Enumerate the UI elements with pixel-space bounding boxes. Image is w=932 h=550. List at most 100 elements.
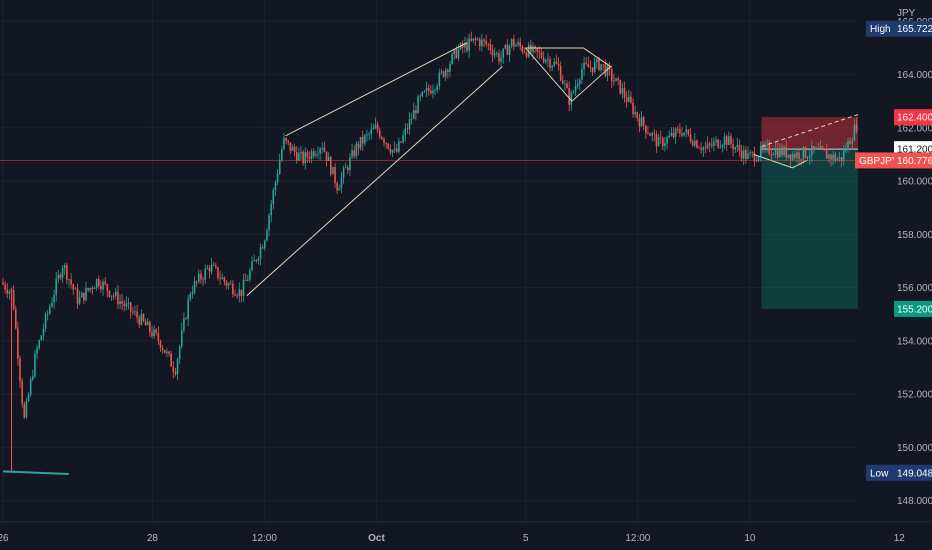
candle[interactable] (698, 147, 700, 149)
candle[interactable] (83, 292, 85, 301)
candle[interactable] (745, 149, 747, 159)
candle[interactable] (27, 394, 30, 402)
candle[interactable] (168, 351, 170, 354)
candle[interactable] (268, 215, 270, 231)
candle[interactable] (753, 152, 756, 162)
candle[interactable] (153, 329, 155, 337)
candle[interactable] (802, 147, 805, 160)
candle[interactable] (329, 157, 332, 175)
candle[interactable] (221, 277, 224, 279)
candle[interactable] (532, 46, 534, 53)
candle[interactable] (287, 140, 290, 143)
candle[interactable] (513, 39, 515, 47)
candle[interactable] (259, 247, 262, 259)
candle[interactable] (515, 44, 517, 47)
candle[interactable] (702, 147, 705, 151)
candle[interactable] (645, 125, 647, 134)
candle[interactable] (272, 190, 275, 204)
candle[interactable] (108, 290, 111, 297)
candle[interactable] (93, 287, 96, 289)
candle[interactable] (344, 167, 347, 169)
candle[interactable] (713, 141, 715, 146)
candle[interactable] (764, 145, 766, 149)
candle[interactable] (129, 302, 132, 312)
candle[interactable] (123, 303, 126, 307)
candle[interactable] (834, 154, 837, 161)
candle[interactable] (508, 45, 511, 55)
candle[interactable] (304, 152, 307, 164)
candle[interactable] (249, 270, 251, 280)
candle[interactable] (66, 265, 68, 281)
candle[interactable] (232, 283, 234, 295)
candle[interactable] (274, 182, 277, 191)
candle[interactable] (185, 318, 187, 320)
candle[interactable] (598, 58, 600, 71)
candle[interactable] (161, 348, 164, 351)
candle[interactable] (574, 86, 577, 92)
candle[interactable] (640, 117, 643, 127)
candle[interactable] (655, 134, 658, 147)
candle[interactable] (444, 69, 447, 77)
candle[interactable] (255, 259, 258, 261)
candle[interactable] (374, 124, 377, 129)
candle[interactable] (21, 381, 23, 404)
candle[interactable] (159, 340, 162, 349)
candle[interactable] (91, 287, 94, 289)
candle[interactable] (170, 353, 172, 367)
candle[interactable] (696, 140, 698, 148)
candle[interactable] (806, 157, 809, 159)
candle[interactable] (781, 147, 783, 155)
candle[interactable] (97, 279, 100, 286)
candle[interactable] (285, 137, 287, 141)
candle[interactable] (811, 145, 813, 156)
candle[interactable] (689, 134, 692, 142)
candle[interactable] (487, 44, 490, 45)
candle[interactable] (117, 291, 119, 305)
candle[interactable] (547, 59, 549, 61)
candle[interactable] (553, 61, 556, 66)
candle[interactable] (785, 146, 788, 158)
candle[interactable] (183, 318, 185, 331)
candle[interactable] (649, 133, 651, 136)
candle[interactable] (25, 401, 28, 418)
candle[interactable] (102, 281, 104, 290)
candle[interactable] (138, 317, 141, 325)
candle[interactable] (278, 160, 281, 174)
candle[interactable] (391, 150, 394, 153)
candle[interactable] (308, 157, 311, 159)
candle[interactable] (676, 128, 679, 130)
candle[interactable] (142, 314, 145, 321)
candle[interactable] (796, 152, 798, 158)
candle[interactable] (389, 148, 392, 153)
candle[interactable] (215, 265, 217, 268)
candle[interactable] (78, 297, 81, 304)
candle[interactable] (549, 59, 551, 68)
candle[interactable] (500, 57, 502, 62)
candle[interactable] (372, 128, 375, 130)
candle[interactable] (585, 62, 588, 64)
candle[interactable] (155, 329, 158, 333)
candle[interactable] (219, 278, 221, 279)
candle[interactable] (523, 51, 526, 53)
candle[interactable] (749, 152, 751, 154)
candle[interactable] (453, 49, 456, 54)
candle[interactable] (498, 53, 500, 62)
candle[interactable] (125, 303, 128, 307)
candle[interactable] (17, 328, 19, 359)
candle[interactable] (759, 146, 762, 158)
candle[interactable] (683, 132, 685, 136)
candle[interactable] (619, 79, 622, 94)
candle[interactable] (647, 133, 649, 134)
candle[interactable] (63, 265, 66, 269)
candle[interactable] (470, 38, 473, 41)
candle[interactable] (315, 154, 317, 157)
candle[interactable] (334, 167, 336, 184)
candle[interactable] (774, 148, 777, 155)
candle[interactable] (415, 110, 417, 114)
candle[interactable] (238, 289, 241, 296)
candle[interactable] (566, 83, 568, 89)
candle[interactable] (519, 42, 522, 47)
candle[interactable] (521, 46, 524, 52)
candle[interactable] (89, 287, 92, 291)
candle[interactable] (149, 321, 151, 332)
